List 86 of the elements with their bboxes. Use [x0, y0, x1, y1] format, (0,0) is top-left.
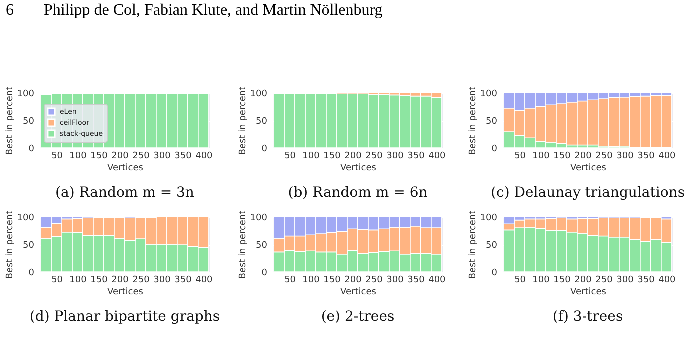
- text: 6: [6, 2, 14, 19]
- y-tick-label: 50: [256, 241, 268, 251]
- x-tick-label: 200: [344, 152, 362, 162]
- x-tick-label: 100: [302, 152, 320, 162]
- text: (a) Random m = 3n: [56, 185, 194, 201]
- y-axis-title: Best in percent: [238, 86, 248, 156]
- x-tick-label: 250: [596, 276, 614, 286]
- x-axis-title: Vertices: [340, 164, 377, 174]
- x-tick-label: 300: [616, 276, 634, 286]
- x-tick-label: 150: [324, 152, 342, 162]
- x-tick-label: 50: [52, 276, 64, 286]
- x-tick-label: 350: [408, 152, 426, 162]
- x-tick-label: 400: [658, 152, 676, 162]
- x-tick-label: 150: [90, 152, 108, 162]
- y-tick-label: 50: [486, 117, 498, 127]
- x-axis-title: Vertices: [570, 288, 607, 298]
- x-tick-label: 150: [554, 152, 572, 162]
- x-tick-label: 100: [532, 276, 550, 286]
- text: (c) Delaunay triangulations: [491, 185, 685, 201]
- y-tick-label: 100: [17, 90, 35, 100]
- y-tick-label: 0: [492, 268, 498, 278]
- x-tick-label: 200: [112, 152, 130, 162]
- x-tick-label: 50: [514, 276, 526, 286]
- y-axis-title: Best in percent: [5, 210, 16, 280]
- y-tick-label: 50: [23, 117, 35, 127]
- y-axis-title: Best in percent: [468, 210, 478, 280]
- x-tick-label: 250: [366, 152, 384, 162]
- x-tick-label: 200: [344, 276, 362, 286]
- y-tick-label: 0: [28, 144, 35, 154]
- x-tick-label: 400: [428, 152, 446, 162]
- x-tick-label: 350: [638, 152, 656, 162]
- x-tick-label: 250: [596, 152, 614, 162]
- x-tick-label: 350: [408, 276, 426, 286]
- x-tick-label: 300: [154, 152, 172, 162]
- x-tick-label: 300: [386, 276, 404, 286]
- text: (f) 3-trees: [552, 309, 624, 325]
- x-tick-label: 400: [428, 276, 446, 286]
- y-axis-title: Best in percent: [5, 86, 16, 156]
- x-tick-label: 200: [574, 276, 592, 286]
- y-tick-label: 0: [28, 268, 35, 278]
- x-tick-label: 250: [366, 276, 384, 286]
- x-tick-label: 350: [174, 276, 192, 286]
- x-tick-label: 50: [284, 276, 296, 286]
- y-tick-label: 100: [250, 90, 268, 100]
- y-tick-label: 0: [262, 268, 268, 278]
- x-tick-label: 300: [386, 152, 404, 162]
- y-axis-title: Best in percent: [238, 210, 248, 280]
- x-tick-label: 50: [284, 152, 296, 162]
- y-tick-label: 100: [250, 214, 268, 224]
- x-tick-label: 350: [638, 276, 656, 286]
- x-tick-label: 100: [302, 276, 320, 286]
- text: (b) Random m = 6n: [288, 185, 428, 201]
- x-tick-label: 100: [70, 152, 88, 162]
- x-tick-label: 250: [132, 276, 150, 286]
- x-tick-label: 100: [70, 276, 88, 286]
- x-tick-label: 400: [196, 276, 214, 286]
- y-tick-label: 50: [23, 241, 35, 251]
- x-tick-label: 400: [658, 276, 676, 286]
- y-tick-label: 50: [256, 117, 268, 127]
- y-tick-label: 0: [262, 144, 268, 154]
- y-tick-label: 50: [486, 241, 498, 251]
- x-tick-label: 250: [132, 152, 150, 162]
- y-tick-label: 100: [480, 214, 498, 224]
- x-tick-label: 50: [514, 152, 526, 162]
- x-axis-title: Vertices: [108, 288, 144, 298]
- x-tick-label: 150: [90, 276, 108, 286]
- x-axis-title: Vertices: [108, 164, 144, 174]
- x-tick-label: 200: [574, 152, 592, 162]
- x-tick-label: 150: [324, 276, 342, 286]
- text: Philipp de Col, Fabian Klute, and Martin Nöllenburg: [44, 2, 383, 19]
- y-axis-title: Best in percent: [468, 86, 478, 156]
- x-tick-label: 200: [112, 276, 130, 286]
- text: (e) 2-trees: [321, 309, 395, 325]
- y-tick-label: 100: [17, 214, 35, 224]
- y-tick-label: 100: [480, 90, 498, 100]
- x-tick-label: 400: [196, 152, 214, 162]
- y-tick-label: 0: [492, 144, 498, 154]
- text: (d) Planar bipartite graphs: [30, 309, 220, 325]
- x-axis-title: Vertices: [570, 164, 607, 174]
- x-tick-label: 100: [532, 152, 550, 162]
- x-tick-label: 300: [616, 152, 634, 162]
- x-tick-label: 300: [154, 276, 172, 286]
- x-tick-label: 150: [554, 276, 572, 286]
- x-tick-label: 50: [52, 152, 64, 162]
- x-axis-title: Vertices: [340, 288, 377, 298]
- x-tick-label: 350: [174, 152, 192, 162]
